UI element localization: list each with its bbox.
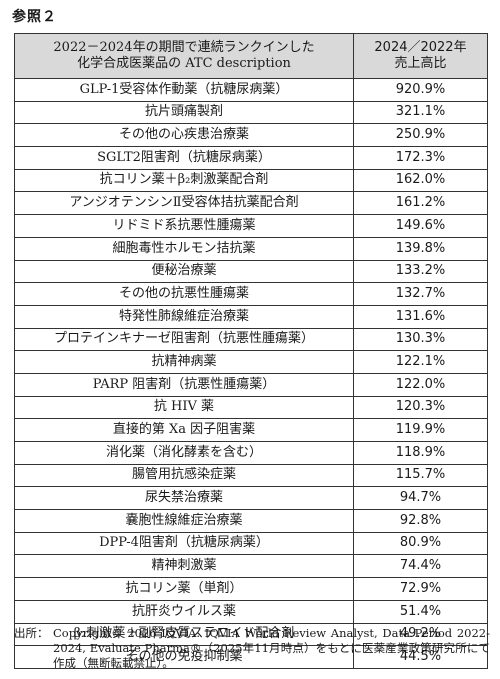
- sales-ratio-cell: 122.0%: [353, 372, 488, 397]
- table-row: PARP 阻害剤（抗悪性腫瘍薬） 122.0%: [14, 372, 488, 397]
- table-row: 抗肝炎ウイルス薬 51.4%: [14, 599, 488, 624]
- header-description: 2022－2024年の期間で連続ランクインした 化学合成医薬品の ATC des…: [14, 33, 354, 79]
- table-row: 抗コリン薬（単剤） 72.9%: [14, 577, 488, 601]
- table-row: 消化薬（消化酵素を含む） 118.9%: [14, 441, 488, 465]
- atc-description-cell: 精神刺激薬: [14, 554, 354, 579]
- sales-ratio-cell: 161.2%: [353, 191, 488, 216]
- table-row: SGLT2阻害剤（抗糖尿病薬） 172.3%: [14, 146, 488, 170]
- table-row: 精神刺激薬 74.4%: [14, 554, 488, 579]
- atc-description-cell: 抗肝炎ウイルス薬: [14, 599, 354, 624]
- sales-ratio-cell: 120.3%: [353, 395, 488, 420]
- atc-description-cell: リドミド系抗悪性腫瘍薬: [14, 214, 354, 238]
- table-row: プロテインキナーゼ阻害剤（抗悪性腫瘍薬） 130.3%: [14, 327, 488, 352]
- atc-description-cell: 腸管用抗感染症薬: [14, 463, 354, 488]
- table-row: 細胞毒性ホルモン拮抗薬 139.8%: [14, 236, 488, 261]
- sales-ratio-cell: 118.9%: [353, 441, 488, 465]
- table-row: 抗片頭痛製剤 321.1%: [14, 100, 488, 125]
- table-row: アンジオテンシンⅡ受容体拮抗薬配合剤 161.2%: [14, 191, 488, 216]
- sales-ratio-cell: 122.1%: [353, 350, 488, 374]
- table-row: その他の免疫抑制薬 44.5%: [14, 645, 488, 669]
- table-row: その他の抗悪性腫瘍薬 132.7%: [14, 282, 488, 306]
- atc-description-cell: 細胞毒性ホルモン拮抗薬: [14, 236, 354, 261]
- atc-description-cell: プロテインキナーゼ阻害剤（抗悪性腫瘍薬）: [14, 327, 354, 352]
- atc-description-cell: その他の抗悪性腫瘍薬: [14, 282, 354, 306]
- table-row: 抗コリン薬＋β₂刺激薬配合剤 162.0%: [14, 168, 488, 193]
- table-row: 抗精神病薬 122.1%: [14, 350, 488, 374]
- source-label: 出所：: [14, 626, 49, 640]
- table-row: DPP-4阻害剤（抗糖尿病薬） 80.9%: [14, 531, 488, 556]
- sales-ratio-cell: 162.0%: [353, 168, 488, 193]
- atc-description-cell: 抗精神病薬: [14, 350, 354, 374]
- sales-ratio-cell: 149.6%: [353, 214, 488, 238]
- sales-ratio-cell: 131.6%: [353, 304, 488, 329]
- atc-description-cell: 直接的第 Xa 因子阻害薬: [14, 418, 354, 442]
- atc-description-cell: 嚢胞性線維症治療薬: [14, 509, 354, 533]
- table-body: GLP-1受容体作動薬（抗糖尿病薬） 920.9% 抗片頭痛製剤 321.1% その他の…: [14, 78, 488, 669]
- sales-ratio-cell: 920.9%: [353, 78, 488, 102]
- table-row: 尿失禁治療薬 94.7%: [14, 486, 488, 511]
- atc-description-cell: 尿失禁治療薬: [14, 486, 354, 511]
- sales-ratio-cell: 321.1%: [353, 100, 488, 125]
- table-row: GLP-1受容体作動薬（抗糖尿病薬） 920.9%: [14, 78, 488, 102]
- sales-ratio-cell: 119.9%: [353, 418, 488, 442]
- atc-description-cell: 消化薬（消化酵素を含む）: [14, 441, 354, 465]
- sales-ratio-cell: 172.3%: [353, 146, 488, 170]
- sales-ratio-cell: 80.9%: [353, 531, 488, 556]
- header-ratio: 2024／2022年 売上高比: [353, 33, 488, 79]
- atc-description-cell: 抗片頭痛製剤: [14, 100, 354, 125]
- atc-description-cell: アンジオテンシンⅡ受容体拮抗薬配合剤: [14, 191, 354, 216]
- table-row: β₂刺激薬＋副腎皮質ステロイド配合剤 49.2%: [14, 622, 488, 647]
- sales-ratio-cell: 44.5%: [353, 645, 488, 669]
- table-row: 特発性肺線維症治療薬 131.6%: [14, 304, 488, 329]
- atc-description-cell: 抗コリン薬（単剤）: [14, 577, 354, 601]
- source-note: 出所： Copyright© 2026 IQVIA. IQVIA World R…: [14, 626, 490, 671]
- sales-ratio-cell: 133.2%: [353, 259, 488, 284]
- sales-ratio-cell: 51.4%: [353, 599, 488, 624]
- atc-description-cell: DPP-4阻害剤（抗糖尿病薬）: [14, 531, 354, 556]
- sales-ratio-cell: 74.4%: [353, 554, 488, 579]
- sales-ratio-cell: 139.8%: [353, 236, 488, 261]
- atc-description-cell: GLP-1受容体作動薬（抗糖尿病薬）: [14, 78, 354, 102]
- table-row: その他の心疾患治療薬 250.9%: [14, 123, 488, 148]
- source-text: Copyright© 2026 IQVIA. IQVIA World Revie…: [53, 626, 490, 670]
- sales-ratio-cell: 115.7%: [353, 463, 488, 488]
- atc-description-cell: 抗コリン薬＋β₂刺激薬配合剤: [14, 168, 354, 193]
- sales-ratio-cell: 130.3%: [353, 327, 488, 352]
- atc-description-cell: 便秘治療薬: [14, 259, 354, 284]
- sales-ratio-cell: 132.7%: [353, 282, 488, 306]
- sales-ratio-cell: 92.8%: [353, 509, 488, 533]
- atc-description-cell: SGLT2阻害剤（抗糖尿病薬）: [14, 146, 354, 170]
- sales-ratio-cell: 72.9%: [353, 577, 488, 601]
- atc-description-cell: PARP 阻害剤（抗悪性腫瘍薬）: [14, 372, 354, 397]
- sales-ratio-cell: 94.7%: [353, 486, 488, 511]
- table-row: 直接的第 Xa 因子阻害薬 119.9%: [14, 418, 488, 442]
- table-row: 抗 HIV 薬 120.3%: [14, 395, 488, 420]
- ranking-table: 2022－2024年の期間で連続ランクインした 化学合成医薬品の ATC des…: [14, 33, 488, 669]
- atc-description-cell: その他の心疾患治療薬: [14, 123, 354, 148]
- table-row: 便秘治療薬 133.2%: [14, 259, 488, 284]
- table-row: 腸管用抗感染症薬 115.7%: [14, 463, 488, 488]
- reference-label: 参照２: [12, 9, 57, 25]
- atc-description-cell: その他の免疫抑制薬: [14, 645, 354, 669]
- table-row: リドミド系抗悪性腫瘍薬 149.6%: [14, 214, 488, 238]
- sales-ratio-cell: 250.9%: [353, 123, 488, 148]
- atc-description-cell: 抗 HIV 薬: [14, 395, 354, 420]
- table-row: 嚢胞性線維症治療薬 92.8%: [14, 509, 488, 533]
- table-header-row: 2022－2024年の期間で連続ランクインした 化学合成医薬品の ATC des…: [14, 33, 488, 79]
- atc-description-cell: 特発性肺線維症治療薬: [14, 304, 354, 329]
